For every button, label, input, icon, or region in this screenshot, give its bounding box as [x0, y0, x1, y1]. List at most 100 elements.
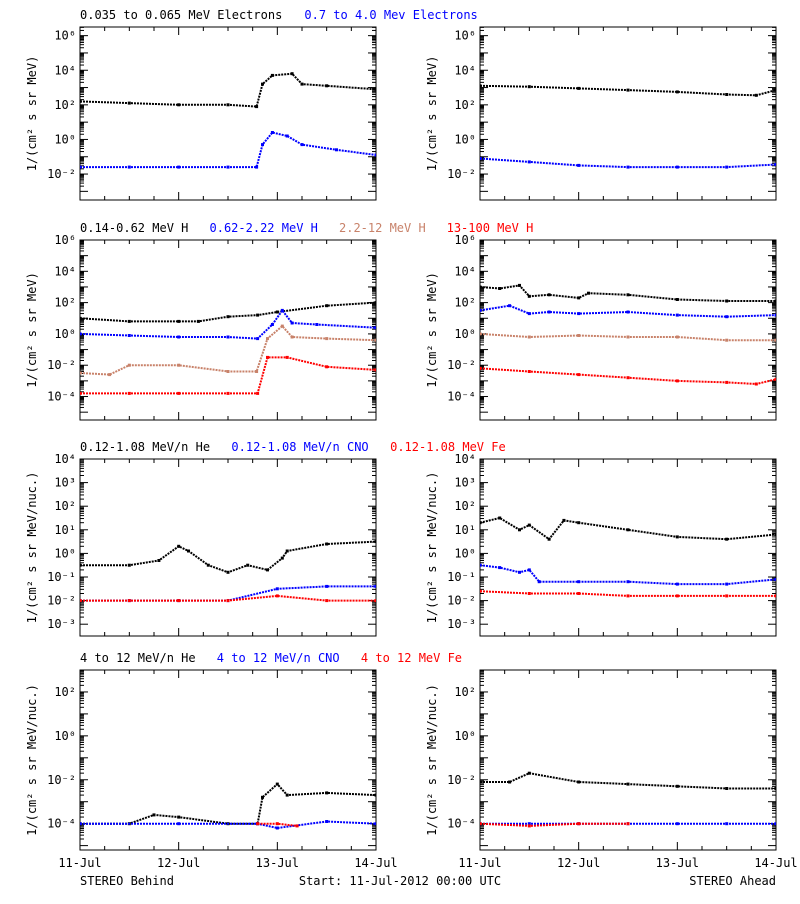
y-tick-label: 10⁴: [454, 264, 476, 278]
data-point: [374, 793, 376, 797]
data-point: [675, 335, 679, 339]
data-point: [626, 822, 630, 826]
data-point: [177, 335, 181, 339]
data-point: [675, 298, 679, 301]
y-tick-label: 10⁻³: [447, 617, 476, 631]
y-tick-label: 10⁰: [54, 327, 76, 341]
data-point: [177, 815, 181, 819]
data-point: [626, 580, 630, 584]
plot-frame: [79, 458, 377, 637]
data-point: [774, 594, 776, 598]
data-point: [774, 163, 776, 166]
panel-2-ahead: 10⁻⁴ 10⁻² 10⁰ 10² 10⁴ 10⁶ 1/(cm² s sr MeV): [425, 233, 777, 421]
data-point: [226, 570, 230, 574]
data-point: [774, 338, 776, 342]
data-point: [177, 363, 181, 367]
data-point: [226, 391, 230, 395]
data-point: [374, 822, 376, 826]
data-point: [290, 321, 294, 325]
y-tick-label: 10²: [454, 98, 476, 112]
data-point: [725, 165, 729, 169]
data-point: [127, 599, 131, 603]
data-point: [270, 73, 274, 77]
y-tick-label: 10⁻²: [47, 594, 76, 608]
y-tick-label: 10¹: [454, 523, 476, 537]
y-tick-label: 10⁰: [54, 132, 76, 146]
data-point: [587, 291, 590, 295]
series-line: [480, 564, 776, 586]
data-point: [577, 521, 581, 525]
data-point: [774, 822, 776, 826]
data-point: [577, 334, 581, 337]
legend-entry: 0.7 to 4.0 Mev Electrons: [304, 8, 477, 22]
y-tick-label: 10⁻²: [447, 773, 476, 787]
data-point: [261, 143, 264, 147]
data-point: [226, 370, 230, 373]
data-point: [577, 592, 581, 595]
data-point: [226, 315, 230, 319]
data-point: [256, 337, 260, 341]
data-point: [725, 537, 729, 541]
y-tick-label: 10⁻²: [47, 167, 76, 181]
y-axis-label: 1/(cm² s sr MeV/nuc.): [425, 472, 439, 624]
data-point: [275, 310, 279, 314]
data-point: [577, 373, 581, 377]
data-point: [374, 599, 376, 603]
data-point: [177, 544, 181, 548]
data-point: [285, 134, 289, 138]
data-point: [675, 379, 679, 383]
data-point: [127, 165, 131, 169]
data-point: [537, 580, 541, 584]
data-point: [577, 580, 581, 584]
data-point: [80, 316, 82, 320]
data-point: [127, 563, 131, 567]
data-point: [275, 594, 279, 598]
panel-1-behind: 10⁻² 10⁰ 10² 10⁴ 10⁶ 1/(cm² s sr MeV): [25, 26, 377, 201]
data-point: [480, 84, 482, 88]
data-point: [374, 368, 376, 372]
data-point: [80, 599, 82, 603]
data-point: [127, 101, 131, 105]
data-point: [127, 363, 131, 367]
data-point: [255, 370, 259, 373]
data-point: [547, 293, 551, 297]
data-point: [325, 304, 329, 308]
data-point: [675, 582, 679, 586]
y-tick-label: 10⁻²: [47, 773, 76, 787]
data-point: [266, 355, 269, 359]
y-axis-label: 1/(cm² s sr MeV/nuc.): [25, 472, 39, 624]
data-point: [626, 165, 630, 169]
legend-entry: 0.14-0.62 MeV H: [80, 221, 188, 235]
data-point: [480, 589, 482, 593]
legend-entry: 0.12-1.08 MeV/n He: [80, 440, 210, 454]
data-point: [577, 822, 581, 826]
data-point: [325, 584, 329, 588]
data-point: [527, 294, 531, 298]
data-point: [480, 366, 482, 370]
panel-4-behind: 10⁻⁴ 10⁻² 10⁰ 10² 1/(cm² s sr MeV/nuc.) 11-Ju…: [25, 669, 398, 870]
data-point: [177, 822, 181, 826]
data-point: [675, 535, 679, 539]
legend-entry: 0.12-1.08 MeV Fe: [390, 440, 506, 454]
y-tick-label: 10⁻⁴: [447, 390, 476, 404]
panel-3-ahead: 10⁻³ 10⁻² 10⁻¹ 10⁰ 10¹ 10² 10³ 10⁴ 1/(cm² s sr M…: [425, 452, 777, 637]
data-point: [187, 549, 190, 553]
data-point: [275, 826, 279, 830]
data-point: [508, 304, 512, 308]
y-tick-label: 10²: [54, 98, 76, 112]
y-tick-label: 10⁶: [454, 233, 476, 247]
data-point: [774, 577, 776, 581]
data-point: [226, 335, 230, 339]
x-tick-label: 11-Jul: [458, 856, 501, 870]
series-line: [80, 72, 376, 108]
data-point: [177, 319, 181, 323]
data-point: [754, 382, 758, 386]
series-line: [80, 301, 376, 323]
data-point: [527, 85, 531, 89]
data-point: [374, 584, 376, 588]
data-point: [626, 528, 630, 532]
data-point: [285, 549, 289, 553]
data-point: [774, 313, 776, 317]
y-tick-label: 10²: [54, 296, 76, 310]
